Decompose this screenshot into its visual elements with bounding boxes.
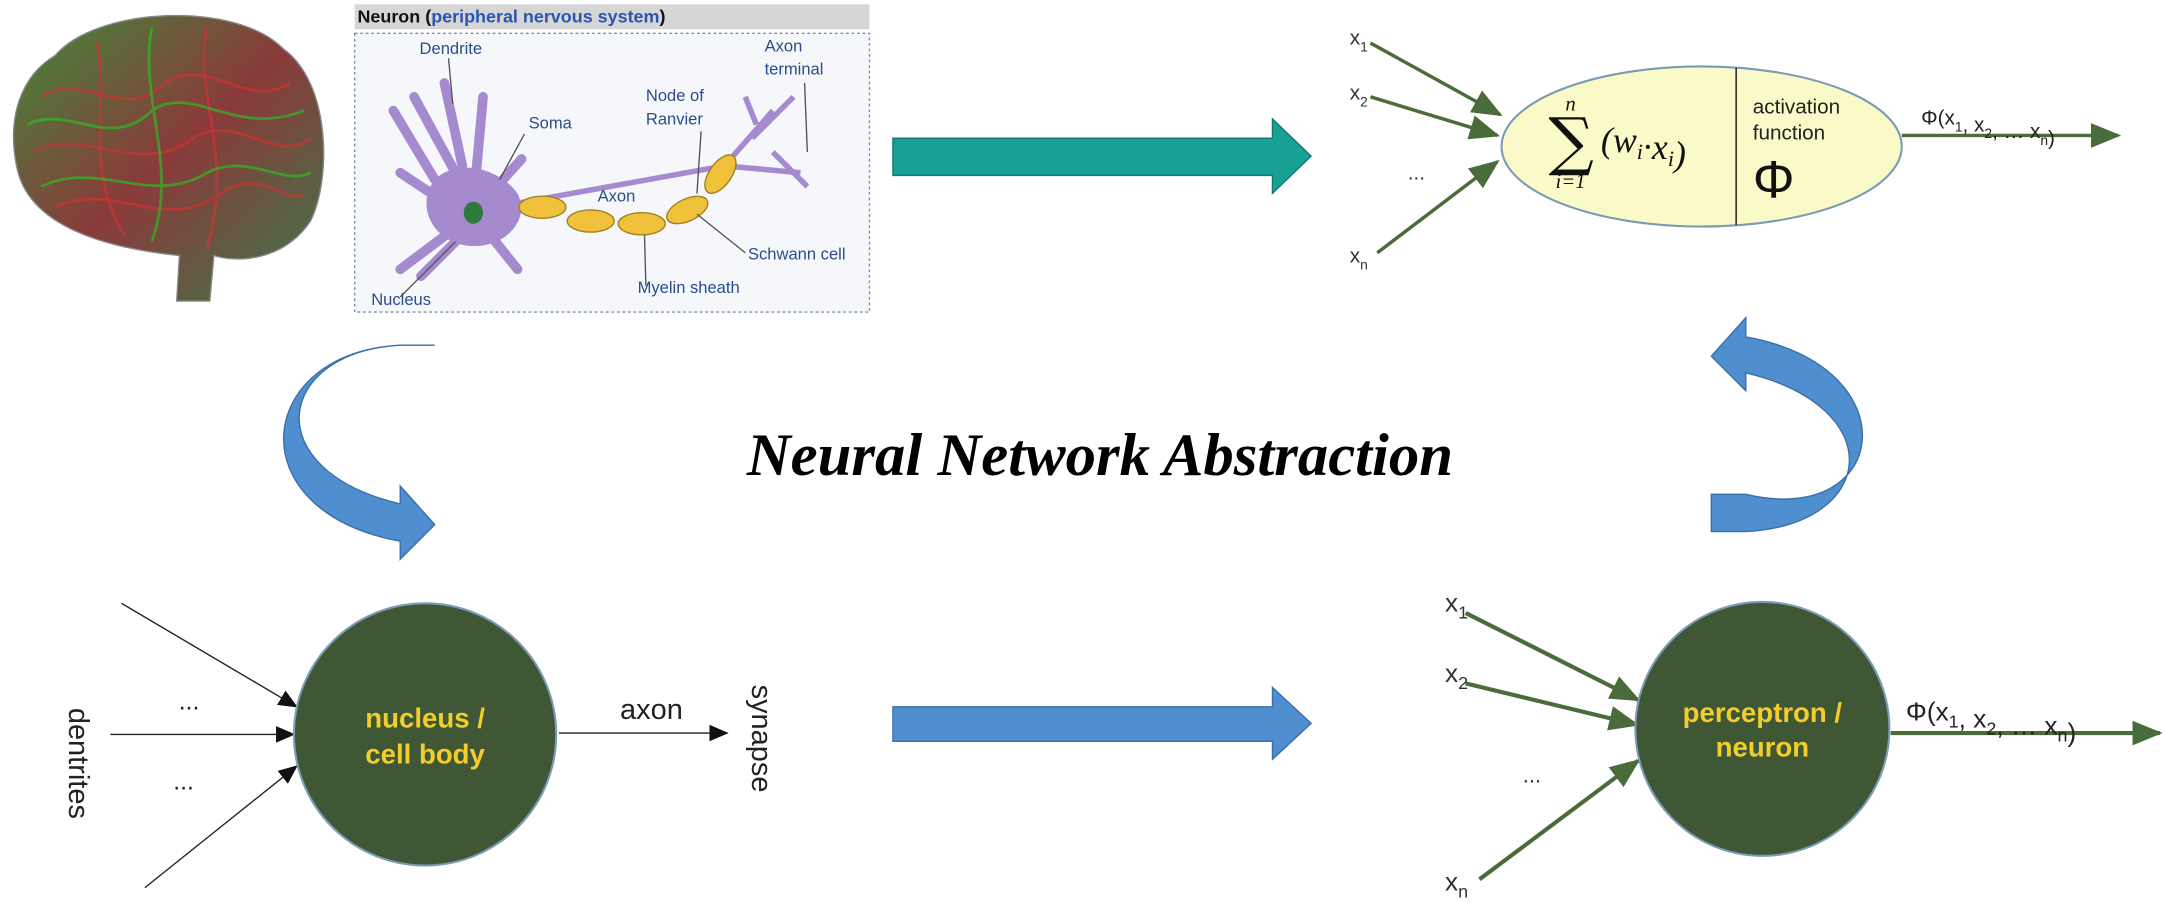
sub-text: Φ(x1, x2, … xn) <box>1921 106 2055 150</box>
text-part: (w <box>1601 120 1637 160</box>
ellipsis: ... <box>1408 162 1425 185</box>
input-arrow <box>121 603 296 707</box>
text-part: ) <box>2048 127 2055 150</box>
input-arrow <box>145 766 297 887</box>
text-part: ) <box>2068 717 2077 747</box>
arrow-blue <box>893 687 1311 759</box>
cell-body <box>294 603 556 865</box>
panel-title-suffix: ) <box>660 6 666 26</box>
curved-arrow-left <box>284 345 435 559</box>
input-label: xn <box>1350 244 1368 272</box>
output-label: axon <box>620 694 683 726</box>
curved-arrow-right <box>1711 318 1862 532</box>
label-schwann: Schwann cell <box>748 245 846 264</box>
title: Neural Network Abstraction <box>746 422 1453 489</box>
text-part: , x <box>1963 113 1985 136</box>
perceptron-body <box>1635 602 1889 856</box>
input-arrow <box>1466 613 1639 700</box>
formula-neuron: ... ∑ n i=1 activation function Φ <box>1370 43 2118 253</box>
body-label: neuron <box>1716 732 1810 763</box>
subscript: 1 <box>1360 39 1368 54</box>
label-node: Ranvier <box>646 109 704 128</box>
diagram: Neuron (peripheral nervous system) Dendr… <box>0 0 2164 903</box>
subscript: 2 <box>1360 94 1368 109</box>
label-node: Node of <box>646 86 704 105</box>
subscript: 1 <box>1949 712 1959 732</box>
label-terminal: Axon <box>765 36 803 55</box>
arrow-teal <box>893 119 1311 194</box>
label-terminal: terminal <box>765 60 824 79</box>
text-part: x <box>1445 588 1458 618</box>
sum-upper: n <box>1565 94 1575 116</box>
activation-label: function <box>1753 122 1825 145</box>
input-label: x2 <box>1445 658 1468 693</box>
text-part: Φ(x <box>1921 106 1955 129</box>
target-label: synapse <box>745 685 777 793</box>
ellipsis: ... <box>1523 763 1541 788</box>
subscript: 2 <box>1986 718 1996 738</box>
subscript: 2 <box>1984 126 1992 141</box>
brain-image <box>14 16 324 302</box>
panel-link[interactable]: peripheral nervous system <box>431 6 659 26</box>
inputs-label: dentrites <box>62 708 94 819</box>
ellipsis: ... <box>179 689 200 716</box>
subscript: 1 <box>1458 602 1468 622</box>
body-label: nucleus / <box>365 703 485 734</box>
perceptron: perceptron / neuron ... <box>1466 602 2160 879</box>
label-dendrite: Dendrite <box>420 39 483 58</box>
sum-lower: i=1 <box>1556 171 1586 193</box>
neuron-panel: Neuron (peripheral nervous system) Dendr… <box>355 4 870 312</box>
input-label: xn <box>1445 866 1468 901</box>
text-part: ·x <box>1643 127 1668 167</box>
label-soma: Soma <box>529 114 573 133</box>
panel-title-prefix: Neuron ( <box>357 6 431 26</box>
label-axon: Axon <box>598 187 636 206</box>
text-part: x <box>1445 866 1458 896</box>
phi: Φ <box>1753 152 1795 210</box>
subscript: n <box>2040 133 2048 148</box>
text-part: , x <box>1959 704 1987 734</box>
subscript: 1 <box>1955 119 1963 134</box>
label-myelin: Myelin sheath <box>638 278 740 297</box>
body-label: cell body <box>365 738 485 769</box>
subscript: n <box>1360 257 1368 272</box>
input-arrow <box>1479 761 1638 880</box>
body-label: perceptron / <box>1683 697 1843 728</box>
input-arrow <box>1466 683 1637 724</box>
activation-label: activation <box>1753 95 1840 118</box>
text-part: ) <box>1672 134 1686 174</box>
input-label: x1 <box>1350 26 1368 54</box>
ellipsis: ... <box>173 769 194 796</box>
subscript: 2 <box>1458 673 1468 693</box>
text-part: , … x <box>1992 120 2041 143</box>
sub-text: Φ(x1, x2, … xn) <box>1906 697 2076 748</box>
text-part: x <box>1445 658 1458 688</box>
input-arrow <box>1377 162 1497 253</box>
text-part: , … x <box>1996 710 2057 740</box>
biological-neuron: nucleus / cell body ... ... dentrites ax… <box>62 603 777 887</box>
panel-title: Neuron (peripheral nervous system) <box>357 6 665 26</box>
text-part: Φ(x <box>1906 697 1949 727</box>
input-label: x2 <box>1350 82 1368 110</box>
subscript: n <box>2058 725 2068 745</box>
label-nucleus: Nucleus <box>371 290 431 309</box>
input-label: x1 <box>1445 588 1468 623</box>
subscript: n <box>1458 881 1468 901</box>
